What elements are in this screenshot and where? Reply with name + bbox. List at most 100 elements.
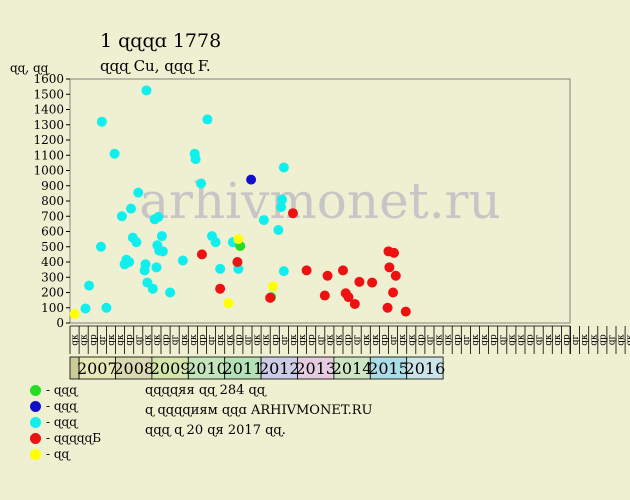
- data-point: [196, 178, 207, 189]
- data-point: [349, 298, 360, 309]
- data-point: [273, 224, 284, 235]
- data-point: [116, 211, 127, 222]
- quarter-label: ɋк: [298, 334, 308, 346]
- data-point: [390, 270, 401, 281]
- data-point: [131, 237, 142, 248]
- legend-label: - ɋɋ: [46, 447, 70, 461]
- year-label: 2007: [77, 359, 118, 378]
- quarter-label: ɋг: [207, 334, 217, 345]
- quarter-label: ɋк: [143, 334, 153, 346]
- quarter-label: ɋк: [116, 334, 126, 346]
- quarter-label: ɋр: [453, 334, 463, 346]
- data-point: [322, 270, 333, 281]
- note-date: ɋɋɋ ɋ 20 ɋя 2017 ɋɋ.: [145, 423, 286, 438]
- legend-marker: [30, 449, 41, 460]
- quarter-label: ɋр: [307, 334, 317, 346]
- quarter-label: ɋг: [353, 334, 363, 345]
- data-point: [215, 263, 226, 274]
- quarter-label: ɋр: [416, 334, 426, 346]
- y-tick-label: 700: [41, 209, 64, 223]
- quarter-label: ɋр: [89, 334, 99, 346]
- quarter-label: ɋк: [362, 334, 372, 346]
- legend-marker: [30, 385, 41, 396]
- quarter-label: ɋг: [134, 334, 144, 345]
- data-point: [141, 85, 152, 96]
- quarter-label: ɋр: [125, 334, 135, 346]
- y-tick-label: 1400: [33, 103, 64, 117]
- data-point: [400, 306, 411, 317]
- plot-area: [69, 78, 571, 324]
- quarter-label: ɋр: [598, 334, 608, 346]
- y-tick-label: 1500: [33, 87, 64, 101]
- y-axis-label: ɋɋ, ɋɋ: [10, 61, 49, 75]
- year-label: 2012: [259, 359, 300, 378]
- quarter-label: ɋр: [198, 334, 208, 346]
- quarter-label: ɋг: [498, 334, 508, 345]
- data-point: [125, 203, 136, 214]
- quarter-label: ɋк: [80, 334, 90, 346]
- quarter-label: ɋг: [535, 334, 545, 345]
- data-point: [343, 292, 354, 303]
- data-point: [287, 208, 298, 219]
- quarter-label: ɋр: [344, 334, 354, 346]
- quarter-label: ɋг: [98, 334, 108, 345]
- data-point: [319, 290, 330, 301]
- data-point: [215, 283, 226, 294]
- data-point: [147, 283, 158, 294]
- quarter-label: ɋг: [389, 334, 399, 345]
- quarter-label: ɋк: [371, 334, 381, 346]
- quarter-label: ɋк: [580, 334, 590, 346]
- data-point: [140, 259, 151, 270]
- year-cell: [406, 356, 444, 380]
- data-point: [278, 162, 289, 173]
- data-point: [153, 212, 164, 223]
- y-tick-label: 800: [41, 194, 64, 208]
- data-point: [177, 255, 188, 266]
- data-point: [165, 287, 176, 298]
- data-point: [246, 174, 257, 185]
- quarter-label: ɋг: [425, 334, 435, 345]
- data-point: [124, 257, 135, 267]
- quarter-label: ɋр: [526, 334, 536, 346]
- data-point: [223, 298, 234, 309]
- note-count: ɋɋɋɋяя ɋɋ 284 ɋɋ: [145, 383, 266, 398]
- quarter-label: ɋк: [407, 334, 417, 346]
- data-point: [388, 247, 399, 258]
- data-point: [301, 265, 312, 276]
- quarter-label: ɋк: [225, 334, 235, 346]
- data-point: [276, 202, 287, 213]
- quarter-label: ɋк: [444, 334, 454, 346]
- y-tick-label: 300: [41, 270, 64, 284]
- y-tick-label: 1000: [33, 164, 64, 178]
- data-point: [267, 281, 278, 292]
- quarter-label: ɋг: [171, 334, 181, 345]
- quarter-label: ɋк: [589, 334, 599, 346]
- quarter-label: ɋк: [262, 334, 272, 346]
- quarter-label: ɋк: [253, 334, 263, 346]
- year-label: 2014: [332, 359, 373, 378]
- year-label: 2009: [150, 359, 191, 378]
- quarter-label: ɋк: [553, 334, 563, 346]
- quarter-label: ɋр: [234, 334, 244, 346]
- y-tick-label: 500: [41, 240, 64, 254]
- chart-subtitle: ɋɋɋ Cu, ɋɋɋ F.: [100, 57, 211, 75]
- quarter-label: ɋк: [180, 334, 190, 346]
- data-point: [382, 302, 393, 313]
- data-point: [96, 116, 107, 127]
- quarter-label: ɋк: [480, 334, 490, 346]
- legend-label: - ɋɋɋɋɋБ: [46, 431, 102, 445]
- data-point: [367, 277, 378, 288]
- quarter-label: ɋк: [516, 334, 526, 346]
- quarter-label: ɋк: [507, 334, 517, 346]
- data-point: [354, 276, 365, 287]
- y-tick-label: 1100: [33, 148, 64, 162]
- watermark: arhivmonet.ru: [139, 172, 501, 230]
- data-point: [202, 114, 213, 125]
- data-point: [265, 292, 276, 303]
- y-tick-label: 900: [41, 179, 64, 193]
- y-tick-label: 0: [56, 316, 64, 330]
- data-point: [109, 148, 120, 159]
- quarter-label: ɋр: [271, 334, 281, 346]
- data-point: [233, 234, 244, 245]
